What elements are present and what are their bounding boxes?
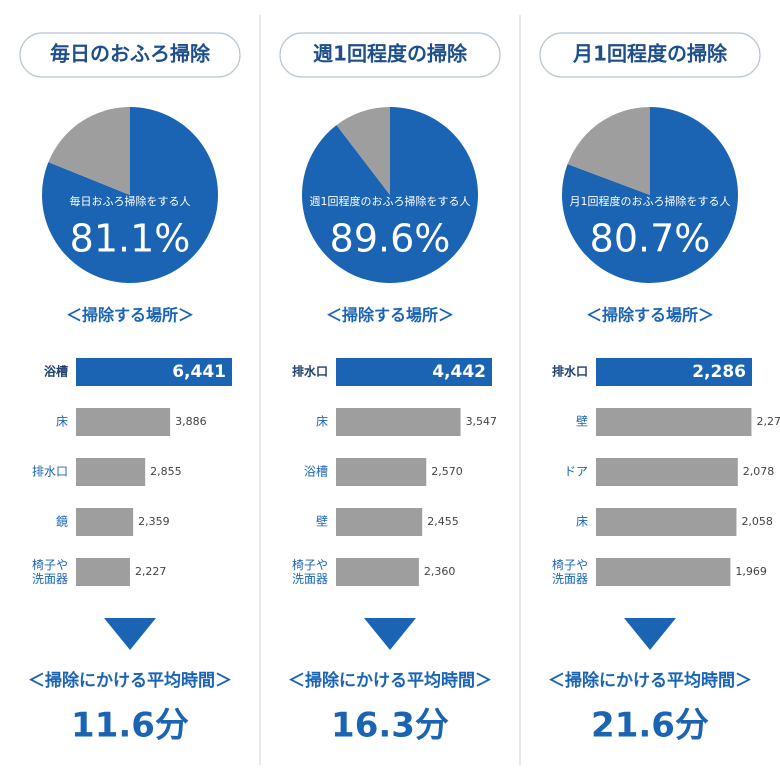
time-value: 11.6分 (71, 706, 189, 746)
bar-category: 鏡 (56, 514, 68, 529)
pie-label: 月1回程度のおふろ掃除をする人 (570, 194, 731, 208)
bar-category: 床 (576, 515, 588, 529)
bar (76, 358, 232, 386)
title-pill (19, 32, 241, 78)
time-heading: ＜掃除にかける平均時間＞ (288, 670, 492, 691)
pie-slice (302, 107, 479, 283)
bar (596, 558, 731, 586)
bar-value-label: 2,278 (756, 415, 780, 428)
bar-category: 浴槽 (304, 465, 328, 479)
bar (596, 358, 752, 386)
bar-value-label: 3,886 (175, 415, 207, 428)
bar (336, 458, 427, 486)
bar (76, 508, 134, 536)
pie-value-label: 89.6% (330, 217, 451, 261)
bar (336, 508, 423, 536)
section-heading: ＜掃除する場所＞ (586, 306, 714, 325)
title-pill (539, 32, 761, 78)
bar-category: 排水口 (292, 364, 328, 379)
pie-value-label: 81.1% (70, 217, 191, 261)
bar-value-label: 2,227 (135, 565, 167, 578)
bar-value-label: 2,078 (743, 465, 775, 478)
bar-value-label: 2,855 (150, 465, 182, 478)
bar-value-label: 4,442 (432, 362, 486, 382)
bar-value-label: 6,441 (172, 362, 226, 382)
bar-category: 床 (56, 415, 68, 429)
bar-category: 壁 (576, 414, 588, 429)
time-heading: ＜掃除にかける平均時間＞ (548, 670, 752, 691)
time-value: 21.6分 (591, 706, 709, 746)
bar (76, 408, 171, 436)
bar-value-label: 2,286 (692, 362, 746, 382)
bar-category: 椅子や洗面器 (552, 558, 588, 586)
time-heading: ＜掃除にかける平均時間＞ (28, 670, 232, 691)
bar-category: 排水口 (552, 364, 588, 379)
bar-category: 椅子や洗面器 (292, 558, 328, 586)
bar (596, 458, 738, 486)
bar-value-label: 2,570 (431, 465, 463, 478)
pie-slice (336, 107, 390, 195)
bar-category: 床 (316, 415, 328, 429)
bar (76, 458, 146, 486)
bar-value-label: 1,969 (735, 565, 767, 578)
bar-category: 排水口 (32, 465, 68, 479)
section-heading: ＜掃除する場所＞ (326, 306, 454, 325)
pie-label: 週1回程度のおふろ掃除をする人 (310, 194, 471, 208)
bar (76, 558, 130, 586)
bar-category: 椅子や洗面器 (32, 558, 68, 586)
bar (336, 358, 492, 386)
panel-title: 月1回程度の掃除 (572, 42, 728, 66)
down-arrow (364, 618, 416, 650)
bar (336, 408, 461, 436)
panel-title: 週1回程度の掃除 (313, 42, 468, 66)
bar-category: 浴槽 (44, 364, 68, 379)
bar-value-label: 3,547 (466, 415, 498, 428)
pie-slice (48, 107, 130, 195)
panel-title: 毎日のおふろ掃除 (50, 42, 211, 66)
time-value: 16.3分 (331, 706, 449, 746)
bar-value-label: 2,058 (741, 515, 773, 528)
bar-category: ドア (564, 465, 588, 479)
down-arrow (624, 618, 676, 650)
bar (596, 508, 737, 536)
pie-value-label: 80.7% (590, 217, 711, 261)
bar-value-label: 2,359 (138, 515, 170, 528)
section-heading: ＜掃除する場所＞ (66, 306, 194, 325)
pie-slice (567, 107, 650, 195)
bar (336, 558, 419, 586)
title-pill (279, 32, 501, 78)
pie-label: 毎日おふろ掃除をする人 (70, 194, 191, 208)
bar (596, 408, 752, 436)
bar-value-label: 2,360 (424, 565, 456, 578)
down-arrow (104, 618, 156, 650)
bar-value-label: 2,455 (427, 515, 459, 528)
bar-category: 壁 (316, 514, 328, 529)
